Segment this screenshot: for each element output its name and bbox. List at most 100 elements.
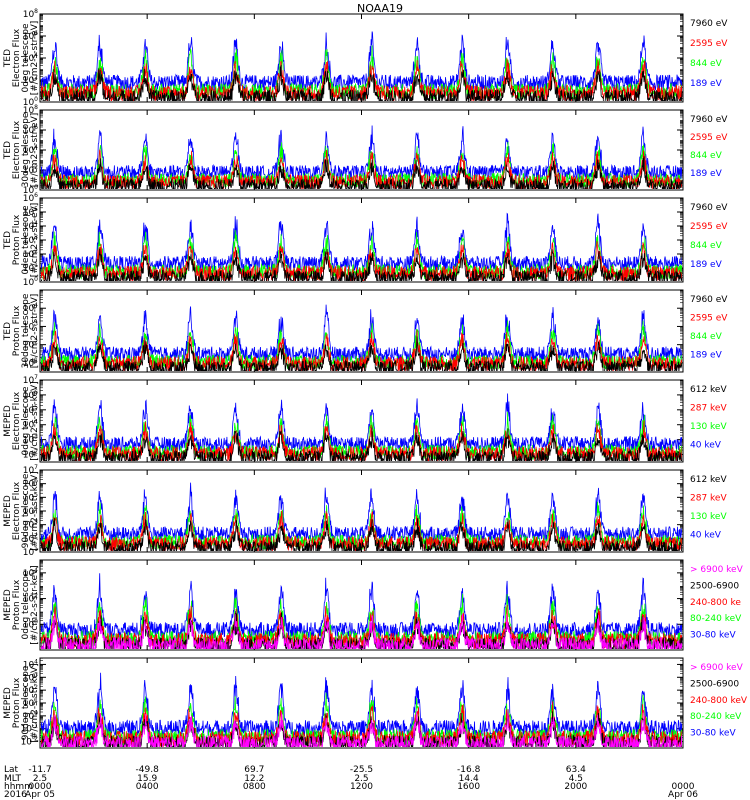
legend-entry: 40 keV	[690, 531, 722, 541]
series-traces	[41, 672, 682, 747]
x-row-value: -49.8	[136, 765, 160, 775]
series-line-blue	[41, 31, 682, 92]
series-line-blue	[41, 212, 682, 273]
legend-entry: 130 keV	[690, 422, 727, 432]
x-row-value: -25.5	[350, 765, 373, 775]
x-row-value: 14.4	[459, 774, 479, 784]
x-row-value: 15.9	[137, 774, 157, 784]
y-axis-label-line: [#/cm2-s-str-keV]	[30, 471, 40, 550]
series-traces	[41, 573, 682, 649]
x-row-value: 12.2	[244, 774, 264, 784]
y-axis-label-line: Proton Flux	[12, 579, 22, 630]
x-row-value: 2.5	[354, 774, 368, 784]
series-line-blue	[41, 304, 682, 363]
legend-entry: 2500-6900	[690, 679, 739, 689]
legend-entry: 2595 eV	[690, 314, 728, 324]
y-axis-label-line: Proton Flux	[12, 214, 22, 265]
legend-entry: > 6900 keV	[690, 565, 744, 575]
legend-entry: 287 keV	[690, 494, 727, 504]
legend-entry: 130 keV	[690, 512, 727, 522]
y-axis-label-line: MEPED	[3, 687, 13, 719]
y-axis-label-line: 90deg telescope	[21, 665, 31, 740]
x-row-value: 0400	[136, 782, 159, 792]
y-axis-label: MEPEDElectron Flux0deg telescope[#/cm2-s…	[3, 381, 40, 460]
legend-entry: 287 keV	[690, 404, 727, 414]
legend-entry: 2500-6900	[690, 581, 739, 591]
y-axis-label-line: Electron Flux	[12, 391, 22, 450]
legend-entry: 7960 eV	[690, 203, 728, 213]
y-axis-label-line: [#/cm2-s-str-eV]	[30, 294, 40, 369]
chart-title: NOAA19	[357, 2, 403, 15]
legend-entry: 844 eV	[690, 332, 723, 342]
y-axis-label-line: 30deg telescope	[21, 293, 31, 368]
series-traces	[41, 304, 682, 371]
y-axis-label-line: [#/cm2-s-str-eV]	[30, 21, 40, 96]
y-axis-label-line: Proton Flux	[12, 677, 22, 728]
series-traces	[41, 125, 682, 189]
y-axis-label-line: TED	[3, 231, 13, 250]
x-row-label: 2016	[4, 790, 27, 800]
x-row-value: 0800	[243, 782, 266, 792]
legend-entry: 30-80 keV	[690, 631, 736, 641]
y-axis-label-line: TED	[3, 49, 13, 68]
y-axis-label-line: [#/cm2-s-str-keV]	[30, 565, 40, 644]
x-row-value: Apr 06	[668, 790, 698, 800]
x-row-label: Lat	[4, 765, 19, 775]
y-axis-label-line: [#/cm2-s-str-eV]	[30, 113, 40, 188]
series-line-blue	[41, 482, 682, 543]
x-row-label: hhmm	[4, 782, 33, 792]
y-axis-label-line: 0deg telescope	[21, 23, 31, 93]
y-axis-label-line: Electron Flux	[12, 481, 22, 540]
y-axis-label-line: 0deg telescope	[21, 205, 31, 275]
y-axis-label-line: MEPED	[3, 495, 13, 527]
series-traces	[41, 393, 682, 461]
y-axis-label-line: TED	[3, 141, 13, 160]
time-axis: Lat -11.7 -49.8 69.7 -25.5 -16.8 63.4 MLT 2.5 15.…	[4, 765, 698, 800]
legend-entry: 189 eV	[690, 351, 723, 361]
series-traces	[41, 31, 682, 101]
legend-entry: 30-80 keV	[690, 729, 736, 739]
y-axis-label-line: 0deg telescope	[21, 386, 31, 456]
legend-entry: 80-240 keV	[690, 712, 742, 722]
legend-entry: 844 eV	[690, 151, 723, 161]
legend-entry: 189 eV	[690, 260, 723, 270]
y-axis-label-line: [#/cm2-s-str-eV]	[30, 203, 40, 278]
y-axis-label-line: MEPED	[3, 405, 13, 437]
legend-entry: 7960 eV	[690, 115, 728, 125]
x-row-label: MLT	[4, 774, 22, 784]
legend-entry: 240-800 keV	[690, 696, 748, 706]
series-line-magenta	[41, 709, 682, 747]
legend-entry: 844 eV	[690, 241, 723, 251]
x-row-value: 1200	[350, 782, 373, 792]
legend-entry: 189 eV	[690, 169, 723, 179]
series-line-black	[41, 248, 682, 281]
series-traces	[41, 482, 682, 551]
series-line-black	[41, 156, 682, 189]
x-row-value: 0000	[672, 782, 695, 792]
y-axis-label: MEPEDElectron Flux90deg telescope[#/cm2-…	[3, 471, 40, 550]
legend-entry: 2595 eV	[690, 133, 728, 143]
legend-entry: 189 eV	[690, 79, 723, 89]
y-axis-label: TEDElectron Flux30deg telescope[#/cm2-s-…	[3, 112, 40, 187]
legend-entry: 7960 eV	[690, 295, 728, 305]
series-line-blue	[41, 672, 682, 738]
legend-entry: 40 keV	[690, 441, 722, 451]
legend-entry: > 6900 keV	[690, 663, 744, 673]
series-line-black	[41, 517, 682, 551]
series-line-red	[41, 241, 682, 281]
y-tick-label: 106	[23, 192, 38, 204]
y-axis-label-line: 0deg telescope	[21, 570, 31, 640]
y-axis-label-line: TED	[3, 322, 13, 341]
y-axis-label-line: [#/cm2-s-str-keV]	[30, 381, 40, 460]
series-line-blue	[41, 125, 682, 181]
x-row-value: 4.5	[569, 774, 583, 784]
y-axis-label-line: MEPED	[3, 589, 13, 621]
